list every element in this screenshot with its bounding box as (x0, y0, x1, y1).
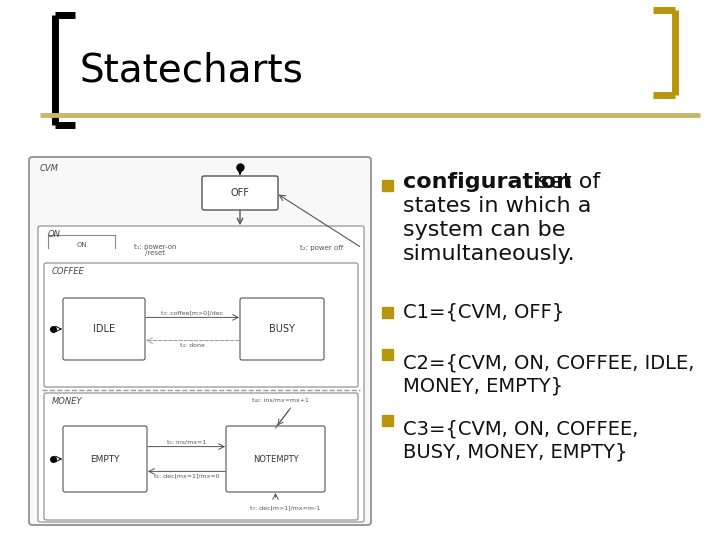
Text: configuration: configuration (403, 172, 572, 192)
Bar (382, 415, 393, 426)
Text: : set of: : set of (523, 172, 600, 192)
Text: simultaneously.: simultaneously. (403, 244, 575, 264)
Text: t₅: ins/mx=1: t₅: ins/mx=1 (167, 440, 206, 444)
Text: ON: ON (77, 242, 87, 248)
FancyBboxPatch shape (240, 298, 324, 360)
FancyBboxPatch shape (38, 226, 364, 522)
Text: t₄: done: t₄: done (180, 342, 205, 348)
FancyBboxPatch shape (44, 393, 358, 520)
Text: C1={CVM, OFF}: C1={CVM, OFF} (403, 302, 564, 321)
Text: BUSY, MONEY, EMPTY}: BUSY, MONEY, EMPTY} (403, 442, 628, 461)
Text: states in which a: states in which a (403, 196, 591, 216)
Text: IDLE: IDLE (93, 324, 115, 334)
Text: t₂: power off: t₂: power off (300, 245, 343, 251)
Text: t₁: power-on
/reset: t₁: power-on /reset (134, 244, 176, 256)
Text: ON: ON (48, 230, 61, 239)
Text: Statecharts: Statecharts (80, 51, 304, 89)
Text: C2={CVM, ON, COFFEE, IDLE,: C2={CVM, ON, COFFEE, IDLE, (403, 354, 694, 373)
FancyBboxPatch shape (226, 426, 325, 492)
FancyBboxPatch shape (29, 157, 371, 525)
Text: CVM: CVM (40, 164, 59, 173)
Bar (382, 307, 393, 318)
Bar (382, 348, 393, 360)
Text: t₃: coffee[m>0]/dec: t₃: coffee[m>0]/dec (161, 310, 224, 315)
Text: MONEY: MONEY (52, 397, 83, 406)
Text: BUSY: BUSY (269, 324, 295, 334)
Text: t₆: dec[mx=1]/mx=0: t₆: dec[mx=1]/mx=0 (154, 474, 220, 478)
Text: system can be: system can be (403, 220, 565, 240)
FancyBboxPatch shape (44, 263, 358, 387)
Text: t₄₀: ins/mx=mx+1: t₄₀: ins/mx=mx+1 (252, 398, 309, 403)
FancyBboxPatch shape (202, 176, 278, 210)
Text: NOTEMPTY: NOTEMPTY (253, 455, 298, 463)
Text: MONEY, EMPTY}: MONEY, EMPTY} (403, 376, 563, 395)
Text: OFF: OFF (230, 188, 249, 198)
FancyBboxPatch shape (63, 298, 145, 360)
Text: C3={CVM, ON, COFFEE,: C3={CVM, ON, COFFEE, (403, 420, 639, 439)
Bar (382, 179, 393, 191)
Text: EMPTY: EMPTY (90, 455, 120, 463)
Text: t₇: dec[m>1]/mx=m-1: t₇: dec[m>1]/mx=m-1 (251, 505, 320, 510)
FancyBboxPatch shape (63, 426, 147, 492)
Text: COFFEE: COFFEE (52, 267, 85, 276)
